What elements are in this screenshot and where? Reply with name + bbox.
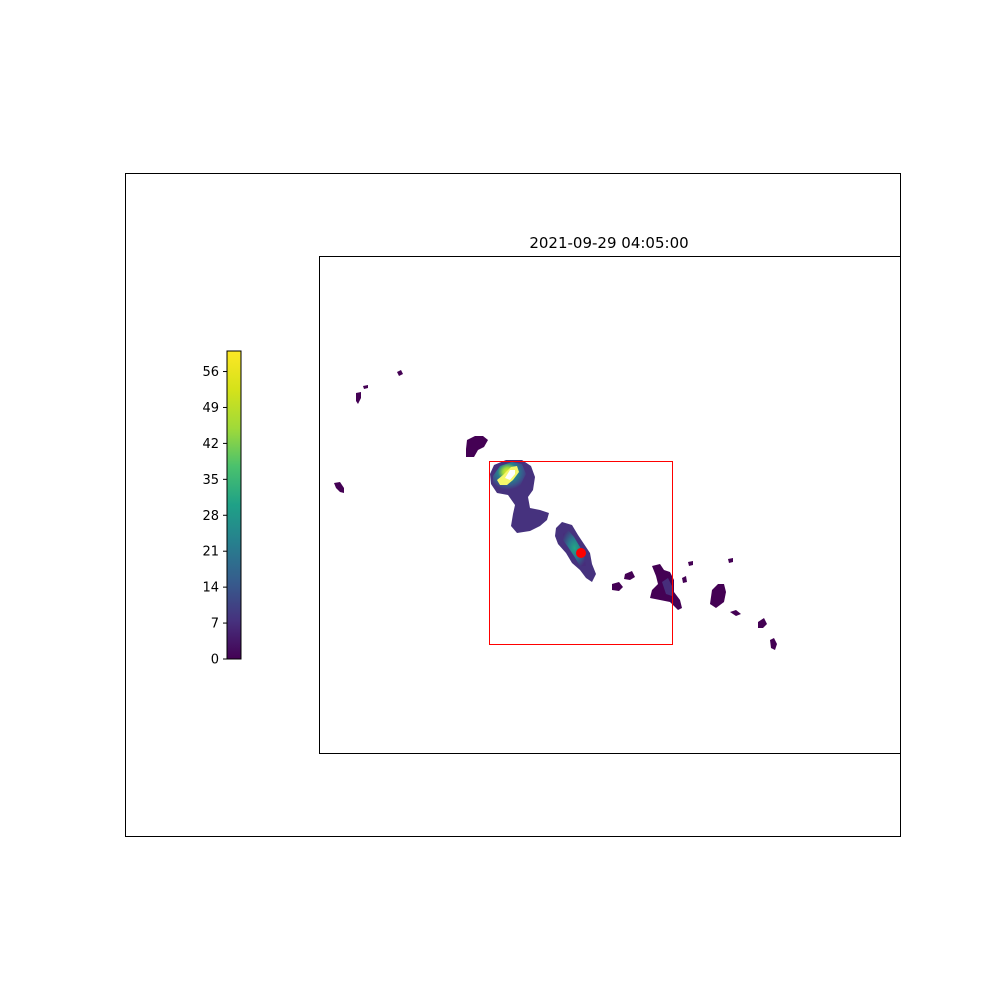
echo-cell [662, 578, 672, 596]
echo-core-peak [505, 470, 515, 480]
colorbar-tick-label: 42 [202, 437, 219, 452]
echo-cell [758, 618, 767, 628]
colorbar-tick-label: 14 [202, 581, 219, 596]
echo-cell [688, 561, 693, 566]
colorbar: 0 7 14 21 28 35 42 49 56 [202, 350, 242, 668]
map-axes: 2021-09-29 04:05:00 [319, 234, 901, 754]
echo-cell [466, 436, 488, 457]
colorbar-tick-label: 35 [202, 473, 219, 488]
echo-cell [612, 582, 623, 591]
target-marker [576, 548, 586, 558]
echo-cell [682, 576, 687, 583]
colorbar-tick-label: 28 [202, 509, 219, 524]
colorbar-tick-label: 0 [211, 653, 219, 668]
colorbar-tick-label: 7 [211, 617, 219, 632]
map-frame [319, 256, 901, 754]
echo-cell [334, 482, 344, 493]
chart-title: 2021-09-29 04:05:00 [529, 234, 688, 252]
colorbar-frame [226, 350, 242, 660]
echo-cell [770, 638, 777, 650]
colorbar-tick-label: 49 [202, 401, 219, 416]
echo-cell [624, 571, 635, 580]
colorbar-tick-label: 21 [202, 545, 219, 560]
echo-cell [356, 392, 361, 404]
echo-cell [710, 584, 726, 608]
echo-cell [730, 610, 741, 616]
colorbar-ticks: 0 7 14 21 28 35 42 49 56 [202, 365, 227, 668]
echo-cell [397, 370, 403, 376]
colorbar-tick-label: 56 [202, 365, 219, 380]
colorbar-gradient [227, 351, 241, 659]
radar-field [334, 370, 777, 650]
outer-axes-frame [125, 173, 901, 837]
echo-cell [728, 558, 733, 563]
echo-cell [363, 385, 368, 389]
highlight-box [489, 461, 673, 645]
